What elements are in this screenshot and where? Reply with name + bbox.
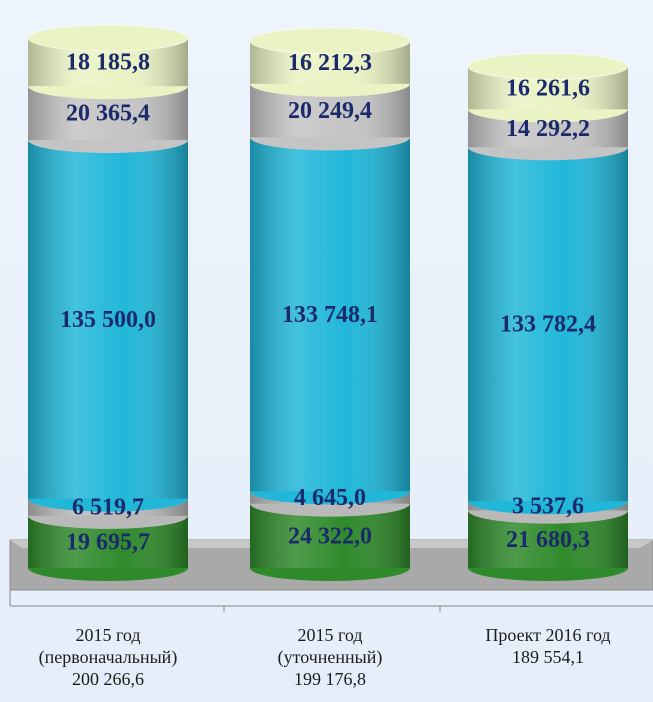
value-label: 135 500,0 (60, 307, 156, 333)
cylinder-cap (27, 24, 189, 52)
shade (250, 137, 410, 492)
segment (467, 52, 629, 123)
cylinder-cap (249, 27, 411, 55)
value-label: 133 782,4 (500, 312, 596, 338)
segment (468, 147, 628, 515)
value-label: 16 212,3 (288, 50, 372, 76)
value-label: 24 322,0 (288, 523, 372, 549)
value-label: 20 365,4 (66, 101, 150, 127)
value-label: 20 249,4 (288, 98, 372, 124)
bars: 19 695,7 6 519,7 135 500,0 20 365,4 18 185,8… (27, 24, 629, 581)
value-label: 4 645,0 (294, 485, 366, 511)
segment (28, 140, 188, 512)
value-label: 21 680,3 (506, 527, 590, 553)
value-label: 3 537,6 (512, 493, 584, 519)
shade (28, 140, 188, 499)
value-label: 6 519,7 (72, 495, 144, 521)
segment (27, 24, 189, 100)
cylinder-cap (467, 52, 629, 80)
shade (468, 147, 628, 502)
segment (250, 137, 410, 505)
x-tick-label: Проект 2016 год 189 554,1 (485, 625, 611, 667)
value-label: 16 261,6 (506, 75, 590, 101)
value-label: 133 748,1 (282, 302, 378, 328)
value-label: 18 185,8 (66, 50, 150, 76)
x-tick-label: 2015 год (уточненный) 199 176,8 (277, 625, 383, 689)
value-label: 14 292,2 (506, 116, 590, 142)
segment (249, 27, 411, 97)
x-tick-label: 2015 год (первоначальный) 200 266,6 (38, 625, 178, 689)
value-label: 19 695,7 (66, 529, 150, 555)
